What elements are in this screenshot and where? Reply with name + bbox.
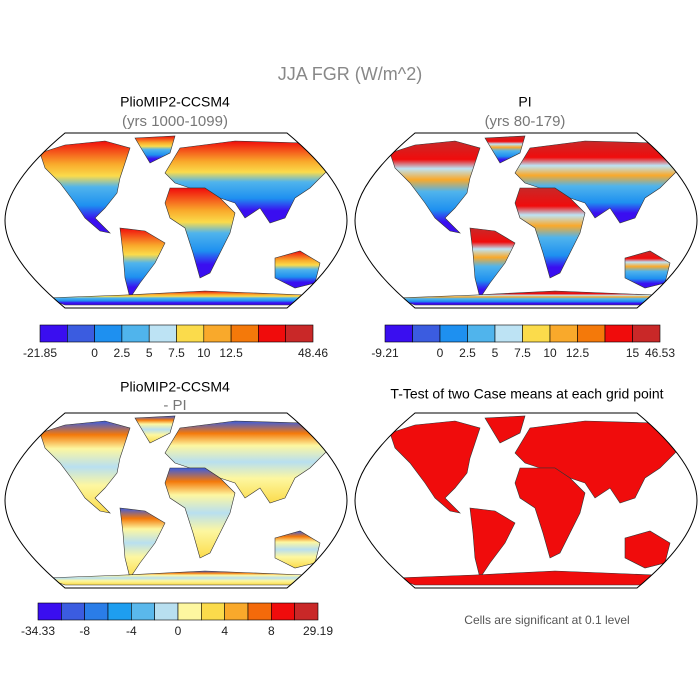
- colorbar-box: [577, 324, 606, 343]
- colorbar-box: [61, 602, 85, 621]
- colorbar-box: [177, 602, 202, 621]
- colorbar-box: [522, 324, 551, 343]
- colorbar-box: [201, 602, 225, 621]
- colorbar-label: 0: [175, 624, 182, 638]
- colorbar-box: [632, 324, 661, 343]
- colorbar-box: [154, 602, 179, 621]
- colorbar-box: [131, 602, 155, 621]
- colorbar-box: [121, 324, 150, 343]
- colorbar-box: [107, 602, 132, 621]
- colorbar-box: [176, 324, 205, 343]
- panels: PlioMIP2-CCSM4 (yrs 1000-1099) -21.85 0 2.5 5…: [5, 94, 697, 638]
- colorbar-box: [37, 602, 62, 621]
- colorbar-box: [247, 602, 272, 621]
- colorbar-label: 4: [221, 624, 228, 638]
- colorbar-label: 0: [91, 346, 98, 360]
- panel-subtitle: (yrs 80-179): [485, 113, 566, 130]
- colorbar-label: 5: [492, 346, 499, 360]
- colorbar-box: [84, 602, 109, 621]
- colorbar-label: 12.5: [566, 346, 590, 360]
- colorbar-label: -9.21: [371, 346, 399, 360]
- colorbar-label: -8: [79, 624, 90, 638]
- colorbar-label: 2.5: [459, 346, 476, 360]
- colorbar-box: [384, 324, 413, 343]
- panel-title: PlioMIP2-CCSM4: [120, 94, 230, 110]
- map: [355, 413, 697, 588]
- colorbar-box: [294, 602, 319, 621]
- panel-title: T-Test of two Case means at each grid po…: [390, 386, 663, 402]
- colorbar-box: [604, 324, 633, 343]
- colorbar-label: -4: [126, 624, 137, 638]
- colorbar-label: 48.46: [298, 346, 328, 360]
- colorbar-label: 8: [268, 624, 275, 638]
- panel-subtitle: (yrs 1000-1099): [122, 113, 228, 130]
- colorbar-label: 0: [437, 346, 444, 360]
- colorbar-box: [412, 324, 441, 343]
- colorbar-label: -34.33: [21, 624, 55, 638]
- colorbar-label: 15: [626, 346, 640, 360]
- colorbar-box: [285, 324, 314, 343]
- map: [5, 133, 347, 308]
- colorbar-box: [271, 602, 295, 621]
- colorbar-box: [494, 324, 523, 343]
- colorbar-box: [549, 324, 578, 343]
- panel-title: PI: [518, 94, 531, 110]
- colorbar-box: [230, 324, 259, 343]
- colorbar-label: 7.5: [514, 346, 531, 360]
- colorbar-label: 10: [197, 346, 211, 360]
- colorbar-label: 46.53: [645, 346, 675, 360]
- colorbar-label: 29.19: [303, 624, 333, 638]
- colorbar-label: 2.5: [114, 346, 131, 360]
- map: [5, 413, 347, 588]
- colorbar-box: [67, 324, 95, 343]
- colorbar-box: [258, 324, 286, 343]
- colorbar-box: [467, 324, 496, 343]
- panel-note: Cells are significant at 0.1 level: [464, 613, 629, 627]
- colorbar-box: [224, 602, 249, 621]
- colorbar-label: 5: [146, 346, 153, 360]
- panel-title: PlioMIP2-CCSM4: [120, 379, 230, 395]
- colorbar-box: [39, 324, 68, 343]
- colorbar-label: -21.85: [23, 346, 57, 360]
- colorbar-box: [439, 324, 468, 343]
- colorbar-label: 7.5: [168, 346, 185, 360]
- colorbar-box: [94, 324, 123, 343]
- colorbar-label: 10: [543, 346, 557, 360]
- panel-subtitle: - PI: [163, 397, 186, 414]
- figure-title: JJA FGR (W/m^2): [278, 64, 422, 84]
- colorbar-box: [203, 324, 232, 343]
- map: [355, 133, 697, 308]
- colorbar-label: 12.5: [219, 346, 243, 360]
- colorbar-box: [148, 324, 177, 343]
